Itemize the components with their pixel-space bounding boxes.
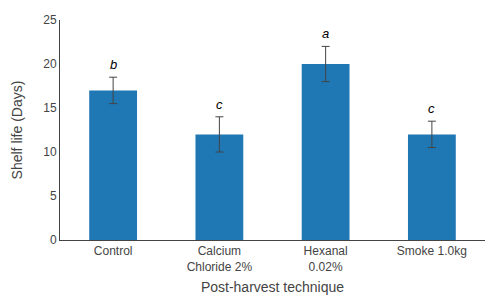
svg-text:Smoke 1.0kg: Smoke 1.0kg xyxy=(397,244,467,258)
svg-text:CalciumChloride 2%: CalciumChloride 2% xyxy=(187,244,253,274)
svg-text:Post-harvest technique: Post-harvest technique xyxy=(201,279,344,295)
svg-text:5: 5 xyxy=(50,189,57,203)
svg-text:b: b xyxy=(110,57,117,72)
svg-text:Shelf life (Days): Shelf life (Days) xyxy=(9,81,25,180)
svg-text:0: 0 xyxy=(50,233,57,247)
svg-text:20: 20 xyxy=(43,57,57,71)
svg-text:a: a xyxy=(322,26,329,41)
svg-text:15: 15 xyxy=(43,101,57,115)
svg-text:c: c xyxy=(216,97,223,112)
svg-text:c: c xyxy=(428,101,435,116)
svg-text:Hexanal0.02%: Hexanal0.02% xyxy=(304,244,348,274)
svg-text:25: 25 xyxy=(43,13,57,27)
svg-text:Control: Control xyxy=(94,244,133,258)
svg-text:10: 10 xyxy=(43,145,57,159)
